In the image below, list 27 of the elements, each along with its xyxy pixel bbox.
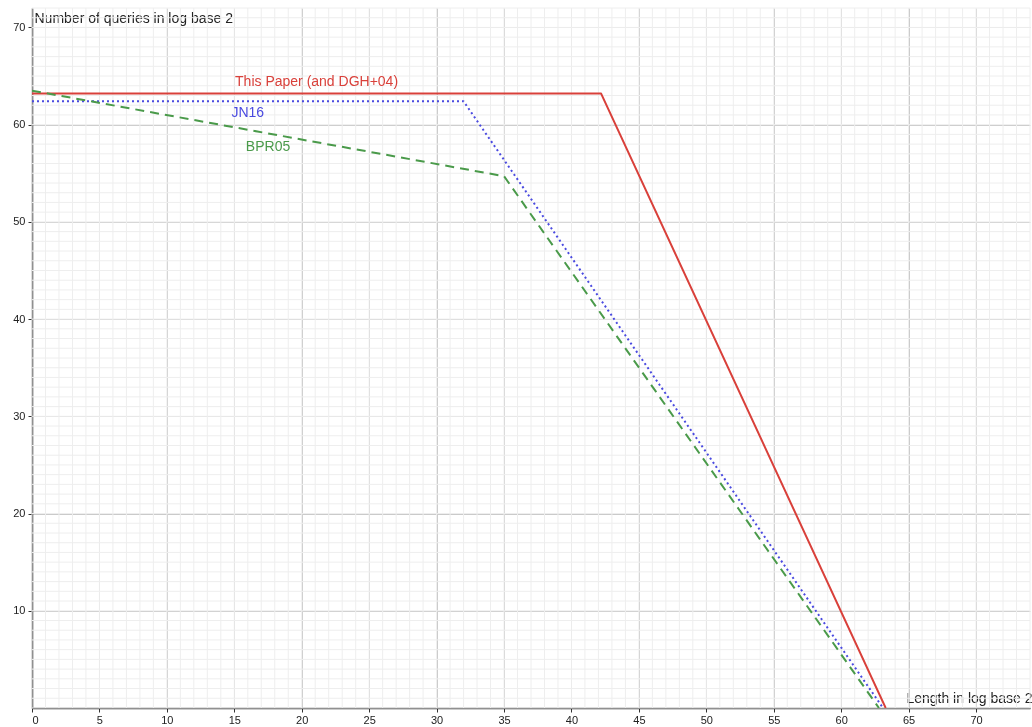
x-tick-label: 5	[96, 713, 103, 726]
y-tick-label: 10	[13, 604, 26, 617]
x-tick-label: 0	[32, 713, 39, 726]
x-tick-label: 50	[700, 713, 713, 726]
x-axis-title: Length in log base 2	[906, 689, 1032, 706]
series-label: JN16	[231, 104, 265, 121]
x-tick-label: 35	[498, 713, 511, 726]
x-tick-label: 40	[565, 713, 579, 726]
x-tick-label: 15	[228, 713, 241, 726]
y-tick-label: 70	[13, 20, 26, 33]
x-tick-label: 60	[835, 713, 848, 726]
x-tick-label: 10	[161, 713, 174, 726]
y-tick-label: 50	[13, 215, 26, 228]
series-label: This Paper (and DGH+04)	[235, 72, 399, 89]
x-tick-label: 25	[363, 713, 376, 726]
y-tick-label: 40	[13, 312, 26, 325]
y-tick-label: 20	[13, 507, 26, 520]
y-tick-label: 30	[13, 409, 26, 422]
y-axis-title: Number of queries in log base 2	[34, 9, 234, 26]
series-label: BPR05	[245, 138, 291, 155]
x-tick-label: 55	[768, 713, 781, 726]
x-tick-label: 65	[903, 713, 916, 726]
y-tick-label: 60	[13, 118, 26, 131]
x-tick-label: 70	[970, 713, 983, 726]
x-tick-label: 45	[633, 713, 646, 726]
x-tick-label: 30	[430, 713, 444, 726]
x-tick-label: 20	[296, 713, 309, 726]
